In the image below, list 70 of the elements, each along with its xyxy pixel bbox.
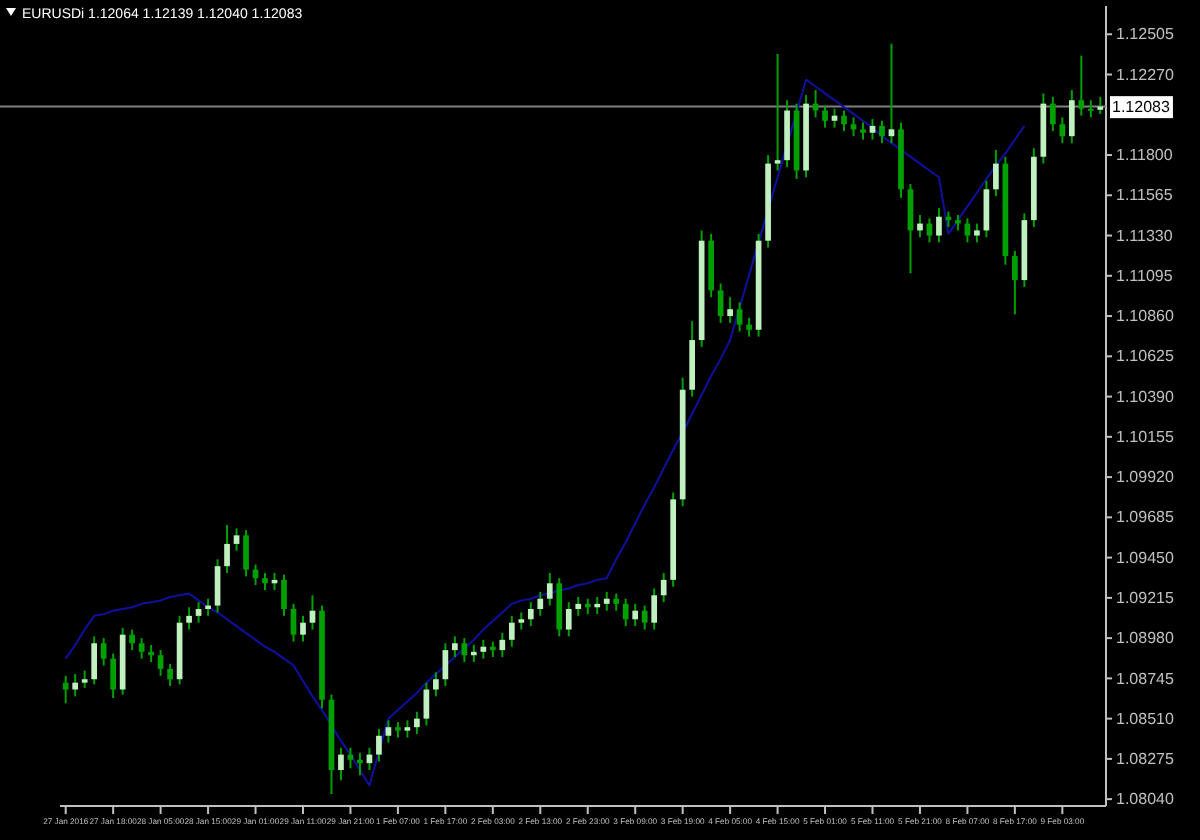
candlestick xyxy=(338,746,344,782)
candlestick xyxy=(1012,249,1018,316)
candlestick xyxy=(537,590,544,617)
y-tick-label: 1.08275 xyxy=(1116,750,1175,769)
y-tick-label: 1.11800 xyxy=(1116,146,1174,165)
candlestick xyxy=(138,637,145,660)
candlestick xyxy=(433,671,439,698)
y-tick-label: 1.08980 xyxy=(1116,629,1175,648)
candlestick xyxy=(357,751,363,777)
candlestick xyxy=(452,635,458,658)
candlestick xyxy=(129,628,135,652)
y-tick-label: 1.10155 xyxy=(1116,427,1175,446)
y-tick-label: 1.10860 xyxy=(1116,307,1175,326)
candlestick xyxy=(746,316,752,338)
candlestick xyxy=(385,719,392,744)
candlestick xyxy=(281,573,287,617)
candlestick xyxy=(195,601,202,624)
candlestick xyxy=(660,572,667,604)
candlestick xyxy=(480,638,487,660)
candlestick xyxy=(157,649,164,677)
candlestick xyxy=(243,529,249,578)
line-series xyxy=(64,78,1026,787)
candlestick xyxy=(936,207,942,244)
y-tick-label: 1.11095 xyxy=(1116,266,1174,285)
y-tick-label: 1.12505 xyxy=(1116,25,1175,44)
candlestick xyxy=(727,296,733,324)
candlestick xyxy=(622,597,629,628)
y-tick-label: 1.09920 xyxy=(1116,468,1175,487)
candlestick xyxy=(300,614,306,643)
y-tick-label: 1.12270 xyxy=(1116,65,1175,84)
candlestick xyxy=(167,662,173,688)
y-tick-label: 1.09685 xyxy=(1116,508,1175,527)
candlestick xyxy=(110,652,116,700)
candlestick xyxy=(233,527,240,552)
candlestick xyxy=(575,596,582,617)
candlestick xyxy=(1078,54,1085,117)
candlestick xyxy=(565,601,572,638)
candlestick xyxy=(62,674,69,705)
candlestick xyxy=(91,635,98,686)
candlestick xyxy=(1059,116,1066,145)
y-tick-label: 1.08745 xyxy=(1116,669,1175,688)
candlestick xyxy=(224,524,230,575)
candlestick xyxy=(879,119,885,145)
candlestick xyxy=(556,577,563,638)
y-tick-label: 1.11565 xyxy=(1116,186,1174,205)
candlestick xyxy=(527,601,534,628)
candlestick xyxy=(414,710,420,736)
candlestick xyxy=(186,606,192,631)
candlestick xyxy=(822,104,828,129)
y-tick-label: 1.11330 xyxy=(1116,226,1174,245)
y-tick-label: 1.08040 xyxy=(1116,790,1175,809)
candlestick xyxy=(100,637,107,667)
candlestick xyxy=(641,604,648,631)
y-tick-label: 1.08510 xyxy=(1116,709,1175,728)
candlestick xyxy=(917,213,923,239)
candlestick xyxy=(993,148,999,198)
ref-line-label: 1.12083 xyxy=(1112,98,1171,117)
candlestick xyxy=(974,222,980,244)
y-tick-label: 1.09450 xyxy=(1116,548,1175,567)
y-tick-label: 1.10625 xyxy=(1116,347,1175,366)
candlestick xyxy=(508,614,515,648)
y-tick-label: 1.10390 xyxy=(1116,387,1175,406)
candlestick xyxy=(376,727,382,763)
y-tick-label: 1.09215 xyxy=(1116,588,1175,607)
candlestick xyxy=(869,118,876,141)
candlestick xyxy=(774,52,781,172)
candlestick xyxy=(736,301,743,333)
candlestick xyxy=(888,42,895,145)
candlestick xyxy=(841,109,847,133)
candlestick xyxy=(1050,95,1056,133)
